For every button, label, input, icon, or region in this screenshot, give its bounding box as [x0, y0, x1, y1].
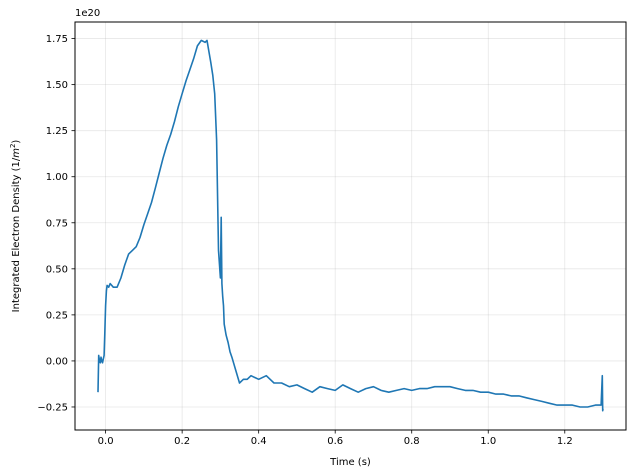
- y-axis-label: Integrated Electron Density (1/m2): [9, 140, 22, 313]
- y-tick-label: 0.00: [46, 356, 68, 367]
- y-axis-label-close: ): [11, 140, 22, 144]
- y-axis-label-exponent: 2: [9, 144, 17, 148]
- y-tick-label: 0.75: [46, 218, 68, 229]
- y-tick-label: 0.25: [46, 310, 68, 321]
- x-tick-label: 0.0: [98, 436, 114, 447]
- y-tick-label: 1.75: [46, 34, 68, 45]
- x-tick-label: 1.0: [480, 436, 496, 447]
- y-tick-label: 0.50: [46, 264, 68, 275]
- series-line-0: [97, 39, 604, 412]
- x-tick-label: 0.8: [404, 436, 420, 447]
- x-tick-label: 1.2: [557, 436, 573, 447]
- y-axis-ticks: −0.25 0.00 0.25 0.50 0.75 1.00 1.25 1.50 1.75: [37, 34, 75, 413]
- y-tick-label: 1.50: [46, 80, 68, 91]
- grid: [75, 22, 626, 430]
- x-axis-ticks: 0.0 0.2 0.4 0.6 0.8 1.0 1.2: [98, 430, 573, 447]
- plot-frame: [74, 21, 627, 431]
- series-layer: [97, 39, 604, 412]
- y-axis-offset-label: 1e20: [75, 8, 100, 19]
- y-tick-label: −0.25: [37, 402, 68, 413]
- x-axis-label: Time (s): [329, 457, 371, 468]
- y-tick-label: 1.00: [46, 172, 68, 183]
- y-axis-label-unit: m: [11, 148, 22, 158]
- x-tick-label: 0.2: [174, 436, 190, 447]
- x-tick-label: 0.4: [251, 436, 267, 447]
- y-tick-label: 1.25: [46, 126, 68, 137]
- x-tick-label: 0.6: [327, 436, 343, 447]
- y-axis-label-text: Integrated Electron Density (1/: [11, 157, 22, 312]
